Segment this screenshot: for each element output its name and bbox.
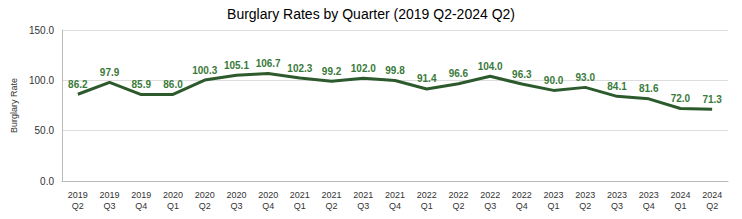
svg-text:Q2: Q2: [72, 201, 84, 211]
svg-text:2021: 2021: [353, 190, 373, 200]
svg-text:85.9: 85.9: [132, 79, 152, 90]
svg-text:Q1: Q1: [421, 201, 433, 211]
svg-text:2022: 2022: [417, 190, 437, 200]
svg-text:100.3: 100.3: [192, 65, 217, 76]
svg-text:2021: 2021: [290, 190, 310, 200]
svg-text:105.1: 105.1: [224, 60, 249, 71]
svg-text:Q1: Q1: [548, 201, 560, 211]
svg-text:86.0: 86.0: [163, 79, 183, 90]
svg-text:71.3: 71.3: [702, 94, 722, 105]
svg-text:2023: 2023: [575, 190, 595, 200]
svg-text:99.8: 99.8: [385, 65, 405, 76]
svg-text:Q2: Q2: [326, 201, 338, 211]
svg-text:2019: 2019: [131, 190, 151, 200]
svg-text:2022: 2022: [448, 190, 468, 200]
svg-text:Q3: Q3: [611, 201, 623, 211]
svg-text:97.9: 97.9: [100, 67, 120, 78]
svg-text:2021: 2021: [322, 190, 342, 200]
svg-text:96.3: 96.3: [512, 69, 532, 80]
svg-text:2023: 2023: [639, 190, 659, 200]
svg-text:Q2: Q2: [706, 201, 718, 211]
svg-text:50.0: 50.0: [35, 125, 55, 136]
svg-text:93.0: 93.0: [576, 72, 596, 83]
svg-text:2020: 2020: [163, 190, 183, 200]
svg-text:90.0: 90.0: [544, 75, 564, 86]
svg-text:Q3: Q3: [484, 201, 496, 211]
svg-text:2020: 2020: [226, 190, 246, 200]
svg-text:81.6: 81.6: [639, 83, 659, 94]
svg-text:2022: 2022: [512, 190, 532, 200]
svg-text:Q1: Q1: [294, 201, 306, 211]
svg-text:Q2: Q2: [452, 201, 464, 211]
svg-text:2024: 2024: [670, 190, 690, 200]
svg-text:Q1: Q1: [674, 201, 686, 211]
svg-text:86.2: 86.2: [68, 79, 88, 90]
svg-text:Q2: Q2: [579, 201, 591, 211]
svg-text:Q4: Q4: [135, 201, 147, 211]
svg-text:106.7: 106.7: [256, 58, 281, 69]
svg-text:Q4: Q4: [516, 201, 528, 211]
svg-text:100.0: 100.0: [29, 75, 54, 86]
svg-text:Burglary Rates by Quarter (201: Burglary Rates by Quarter (2019 Q2-2024 …: [227, 6, 515, 22]
svg-text:2023: 2023: [607, 190, 627, 200]
svg-text:102.0: 102.0: [351, 63, 376, 74]
svg-text:104.0: 104.0: [478, 61, 503, 72]
svg-text:Q1: Q1: [167, 201, 179, 211]
svg-text:Q3: Q3: [357, 201, 369, 211]
svg-text:84.1: 84.1: [607, 81, 627, 92]
svg-text:2020: 2020: [195, 190, 215, 200]
svg-text:102.3: 102.3: [287, 63, 312, 74]
svg-text:Q3: Q3: [104, 201, 116, 211]
svg-text:96.6: 96.6: [449, 68, 469, 79]
svg-text:150.0: 150.0: [29, 25, 54, 36]
svg-text:99.2: 99.2: [322, 66, 342, 77]
svg-text:91.4: 91.4: [417, 73, 437, 84]
svg-text:Q4: Q4: [262, 201, 274, 211]
svg-text:Q3: Q3: [230, 201, 242, 211]
svg-text:2019: 2019: [68, 190, 88, 200]
svg-text:2020: 2020: [258, 190, 278, 200]
svg-text:Q4: Q4: [389, 201, 401, 211]
svg-text:Burglary Rate: Burglary Rate: [9, 78, 19, 133]
svg-text:Q4: Q4: [643, 201, 655, 211]
svg-text:2023: 2023: [544, 190, 564, 200]
svg-text:0.0: 0.0: [40, 176, 54, 187]
svg-text:Q2: Q2: [199, 201, 211, 211]
svg-text:2022: 2022: [480, 190, 500, 200]
svg-text:2019: 2019: [100, 190, 120, 200]
svg-text:72.0: 72.0: [671, 93, 691, 104]
svg-text:2021: 2021: [385, 190, 405, 200]
svg-text:2024: 2024: [702, 190, 722, 200]
